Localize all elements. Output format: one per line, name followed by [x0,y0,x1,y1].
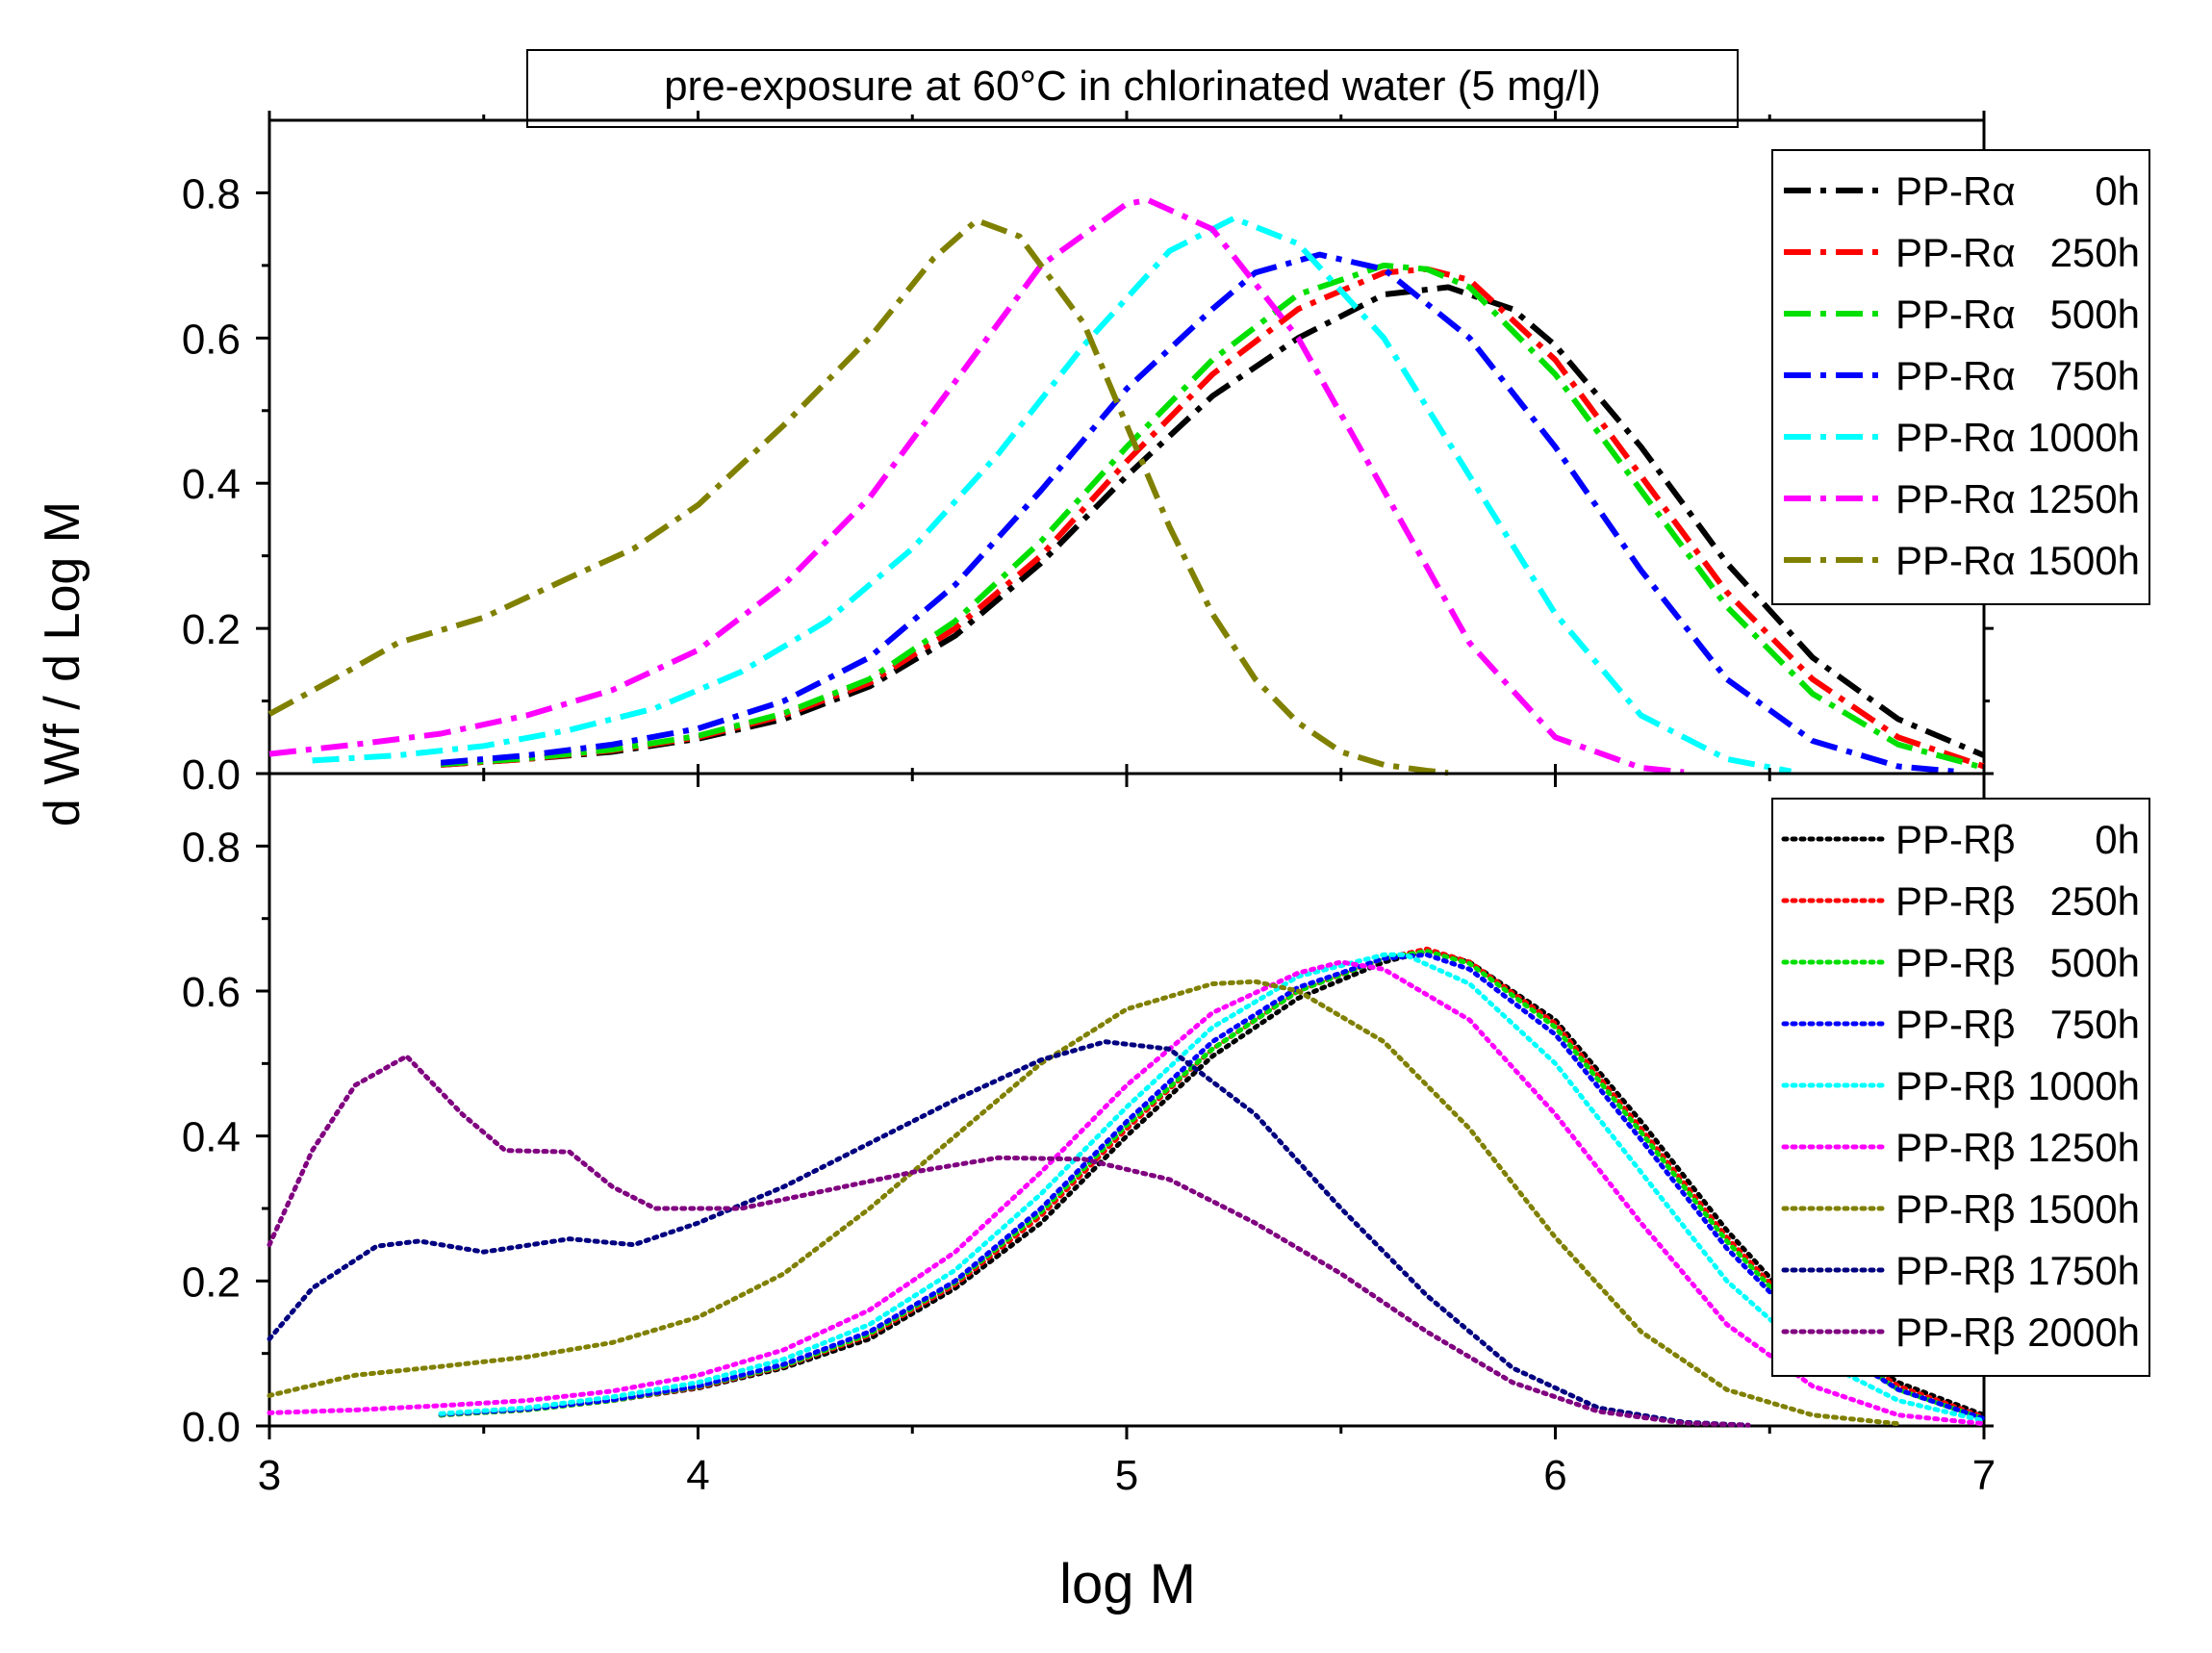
bottom-y-tick-label: 0.6 [182,969,241,1016]
top-legend-name: PP-Rα [1895,353,2016,398]
bottom-series-line-250h [438,946,1987,1420]
top-y-tick-label: 0.8 [182,170,241,217]
title-frame [526,49,1739,128]
bottom-legend-time: 750h [2050,1002,2140,1047]
top-series-line-1500h [267,217,1449,776]
top-legend-time: 250h [2050,230,2140,275]
top-legend-time: 750h [2050,353,2140,398]
bottom-series-line-1000h [438,952,1987,1424]
top-legend-time: 1250h [2027,476,2140,521]
top-series-line-0h [440,284,1986,768]
bottom-legend-name: PP-Rβ [1895,817,2016,862]
panel-bottom: 0.0 0.2 0.4 0.6 0.8 3 4 5 6 7 PP-Rβ 0h PP-Rβ 250h PP-R… [182,764,2150,1499]
top-legend-name: PP-Rα [1895,476,2016,521]
bottom-series-line-1750h [267,1039,1751,1428]
bottom-legend-name: PP-Rβ [1895,878,2016,924]
bottom-legend-name: PP-Rβ [1895,940,2016,985]
top-legend-box [1771,149,2150,605]
bottom-legend-time: 2000h [2027,1310,2140,1355]
x-tick-label: 7 [1972,1452,1996,1499]
bottom-legend-time: 1500h [2027,1186,2140,1232]
bottom-legend-name: PP-Rβ [1895,1002,2016,1047]
bottom-series-line-1500h [267,979,1901,1427]
bottom-y-tick-label: 0.4 [182,1114,241,1161]
x-axis-label: log M [1059,1553,1196,1615]
bottom-legend-name: PP-Rβ [1895,1125,2016,1170]
bottom-y-tick-label: 0.0 [182,1404,241,1451]
bottom-legend-time: 1250h [2027,1125,2140,1170]
bottom-legend-time: 1000h [2027,1063,2140,1108]
bottom-series-line-2000h [267,1054,1751,1428]
top-legend-time: 1500h [2027,538,2140,583]
top-legend-time: 1000h [2027,415,2140,460]
x-tick-label: 5 [1115,1452,1138,1499]
top-y-tick-label: 0.6 [182,316,241,363]
panel-top: 0.0 0.2 0.4 0.6 0.8 PP-Rα 0h PP-Rα 250h PP-Rα 500h… [182,111,2150,799]
bottom-legend-name: PP-Rβ [1895,1310,2016,1355]
top-legend-time: 0h [2095,168,2140,214]
top-series-line-500h [440,262,1985,771]
top-legend-name: PP-Rα [1895,415,2016,460]
bottom-series-line-750h [438,952,1987,1421]
bottom-legend-name: PP-Rβ [1895,1186,2016,1232]
top-legend-name: PP-Rα [1895,168,2016,214]
top-legend-name: PP-Rα [1895,538,2016,583]
bottom-legend-time: 0h [2095,817,2140,862]
top-series-line-750h [440,251,1963,776]
x-tick-label: 4 [686,1452,709,1499]
x-tick-label: 6 [1543,1452,1566,1499]
top-legend-name: PP-Rα [1895,292,2016,337]
bottom-legend-time: 500h [2050,940,2140,985]
top-series-line-250h [440,266,1985,770]
top-legend-time: 500h [2050,292,2140,337]
top-legend-name: PP-Rα [1895,230,2016,275]
title-box: pre-exposure at 60°C in chlorinated wate… [526,49,1739,128]
bottom-series-line-1250h [267,959,1987,1427]
chart-title: pre-exposure at 60°C in chlorinated wate… [664,63,1601,110]
y-axis-label: d Wf / d Log M [35,501,90,826]
top-y-tick-label: 0.0 [182,751,241,799]
bottom-legend-time: 250h [2050,878,2140,924]
x-tick-label: 3 [258,1452,281,1499]
top-series-line-1000h [312,215,1792,775]
bottom-legend-name: PP-Rβ [1895,1063,2016,1108]
top-y-tick-label: 0.4 [182,461,241,508]
bottom-series-line-500h [438,949,1987,1421]
bottom-y-tick-label: 0.2 [182,1259,241,1306]
top-y-tick-label: 0.2 [182,606,241,653]
bottom-legend-name: PP-Rβ [1895,1248,2016,1293]
bottom-y-tick-label: 0.8 [182,824,241,871]
bottom-legend-time: 1750h [2027,1248,2140,1293]
top-series-line-1250h [268,197,1685,776]
bottom-plot-frame [267,772,1986,1428]
